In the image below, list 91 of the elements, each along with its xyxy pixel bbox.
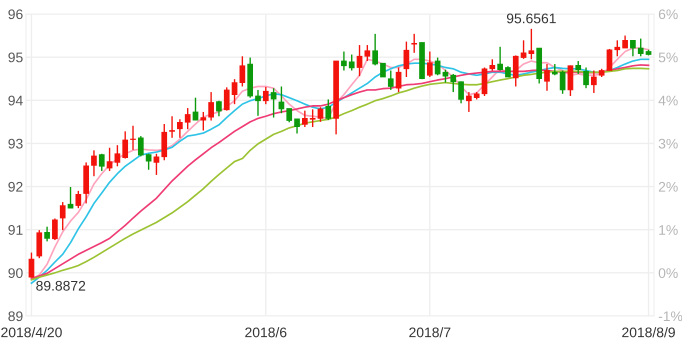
candlestick — [146, 153, 152, 170]
candlestick — [325, 98, 332, 121]
y2-tick-label: 3% — [658, 138, 678, 149]
y-tick-label: 94 — [8, 96, 23, 106]
x-tick-label: 2018/6 — [245, 327, 286, 338]
candlestick — [232, 78, 238, 105]
candlestick — [310, 108, 316, 128]
candlestick — [224, 86, 230, 112]
x-tick-label: 2018/4/20 — [1, 327, 62, 338]
y-tick-label: 93 — [8, 138, 23, 149]
candlestick — [552, 63, 558, 76]
candlestick — [68, 186, 74, 209]
candlestick — [575, 60, 582, 75]
candlestick — [36, 229, 42, 259]
y2-tick-label: 0% — [658, 268, 678, 278]
candlestick — [216, 100, 222, 117]
x-tick-label: 2018/8/9 — [622, 327, 675, 338]
candlestick — [497, 46, 503, 72]
candlestick — [240, 56, 246, 88]
candlestick — [169, 116, 175, 139]
y2-tick-label: 1% — [659, 225, 678, 235]
candlestick — [396, 66, 402, 93]
candlestick — [278, 86, 284, 114]
candlestick — [583, 66, 589, 89]
candlestick — [466, 91, 472, 113]
y-tick-label: 95 — [8, 52, 23, 62]
x-tick-label: 2018/7 — [409, 327, 450, 338]
candlestick — [294, 118, 300, 134]
candlestick — [122, 130, 128, 160]
candlestick — [372, 33, 378, 66]
annotation: 89.8872 — [36, 280, 86, 291]
candlestick — [60, 201, 66, 231]
candlestick — [208, 91, 214, 122]
candlestick — [614, 40, 620, 57]
annotation: 95.6561 — [506, 13, 556, 24]
y2-tick-label: 6% — [658, 9, 678, 20]
y2-tick-label: 2% — [658, 182, 678, 192]
candlestick — [192, 97, 198, 121]
candlestick — [426, 50, 433, 78]
candlestick — [364, 44, 370, 62]
candlestick — [348, 54, 355, 72]
candlestick — [262, 86, 269, 105]
candlestick — [286, 108, 292, 123]
candlestick — [154, 153, 160, 176]
y2-tick-label: 4% — [658, 96, 678, 106]
candlestick — [380, 62, 386, 78]
candlestick — [606, 48, 612, 72]
candlestick — [404, 40, 410, 78]
candlestick — [106, 147, 112, 172]
candlestick — [450, 73, 456, 93]
candlestick — [591, 70, 597, 94]
candlestick — [302, 110, 308, 128]
candlestick — [528, 28, 534, 60]
candlestick — [388, 70, 394, 91]
candlestick — [434, 56, 440, 76]
y-tick-label: 89 — [8, 311, 23, 322]
candlestick — [638, 38, 644, 57]
candlestick — [52, 218, 58, 241]
candlestick — [411, 33, 418, 54]
candlestick — [489, 58, 496, 72]
y2-tick-label: -1% — [658, 311, 682, 322]
candlestick — [505, 66, 511, 78]
candlestick — [318, 106, 324, 123]
y-tick-label: 90 — [8, 268, 23, 278]
candlestick — [138, 135, 144, 158]
y2-tick-label: 5% — [658, 52, 678, 62]
candlestick — [98, 153, 105, 172]
y-tick-label: 92 — [8, 182, 23, 192]
candlestick — [442, 68, 448, 84]
y-tick-label: 91 — [8, 225, 23, 235]
candlestick — [458, 80, 464, 104]
candlestick — [255, 89, 261, 117]
candlestick — [356, 44, 362, 77]
candlestick — [177, 118, 183, 139]
candlestick — [630, 40, 636, 57]
y-tick-label: 96 — [8, 9, 23, 20]
candlestick — [75, 190, 82, 209]
candlestick — [270, 88, 276, 118]
candlestick — [341, 50, 347, 72]
candlestick — [622, 34, 628, 49]
candlestick — [544, 63, 550, 92]
candlestick — [184, 107, 191, 130]
candlestick — [512, 54, 519, 88]
candlestick — [28, 252, 34, 278]
candlestick — [91, 150, 97, 177]
candlestick — [520, 40, 526, 60]
candlestick — [114, 144, 120, 167]
candlestick — [44, 226, 50, 242]
candlestick — [560, 70, 566, 95]
candlestick — [130, 125, 136, 151]
candlestick — [200, 111, 206, 132]
